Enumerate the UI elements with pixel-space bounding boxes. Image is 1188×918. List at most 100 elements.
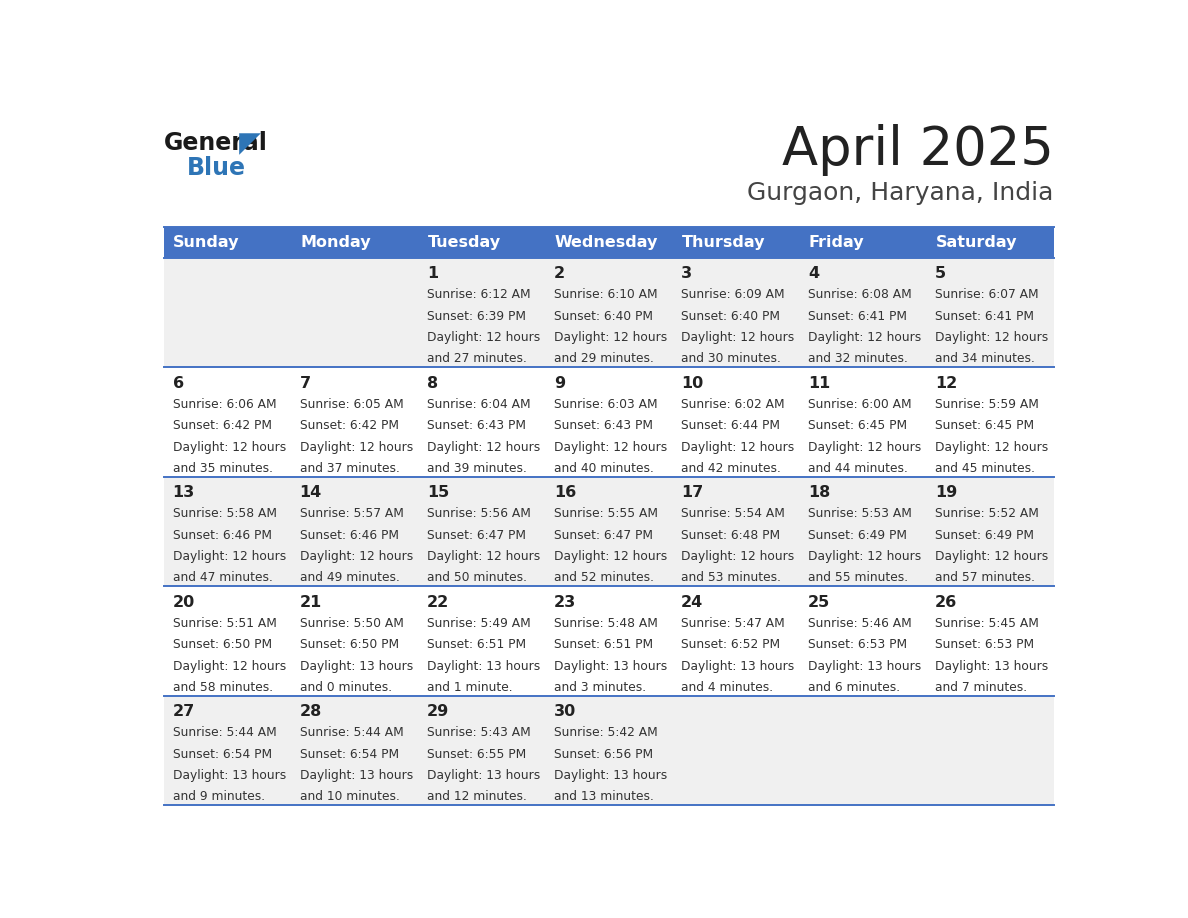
Text: and 57 minutes.: and 57 minutes. bbox=[935, 572, 1035, 585]
Text: 8: 8 bbox=[426, 376, 438, 391]
Text: Sunrise: 5:56 AM: Sunrise: 5:56 AM bbox=[426, 508, 531, 521]
Text: Sunrise: 5:44 AM: Sunrise: 5:44 AM bbox=[299, 726, 404, 739]
Text: Sunrise: 5:51 AM: Sunrise: 5:51 AM bbox=[172, 617, 277, 630]
Bar bbox=[164, 587, 1054, 696]
Text: and 7 minutes.: and 7 minutes. bbox=[935, 681, 1028, 694]
Text: and 39 minutes.: and 39 minutes. bbox=[426, 462, 526, 475]
Text: Sunset: 6:49 PM: Sunset: 6:49 PM bbox=[808, 529, 906, 542]
Text: and 42 minutes.: and 42 minutes. bbox=[681, 462, 781, 475]
Text: Sunset: 6:47 PM: Sunset: 6:47 PM bbox=[554, 529, 653, 542]
Text: Daylight: 12 hours: Daylight: 12 hours bbox=[172, 660, 286, 673]
Text: Sunrise: 5:52 AM: Sunrise: 5:52 AM bbox=[935, 508, 1040, 521]
Text: 18: 18 bbox=[808, 486, 830, 500]
Bar bbox=[164, 696, 1054, 805]
Text: Daylight: 12 hours: Daylight: 12 hours bbox=[426, 550, 541, 563]
Text: Sunrise: 5:53 AM: Sunrise: 5:53 AM bbox=[808, 508, 912, 521]
Text: 19: 19 bbox=[935, 486, 958, 500]
Text: Sunset: 6:50 PM: Sunset: 6:50 PM bbox=[299, 638, 399, 651]
Text: Blue: Blue bbox=[188, 156, 246, 180]
Text: and 47 minutes.: and 47 minutes. bbox=[172, 572, 272, 585]
Text: 16: 16 bbox=[554, 486, 576, 500]
Text: 27: 27 bbox=[172, 704, 195, 720]
Text: Sunset: 6:45 PM: Sunset: 6:45 PM bbox=[808, 420, 908, 432]
Text: Daylight: 12 hours: Daylight: 12 hours bbox=[554, 550, 668, 563]
Text: Sunday: Sunday bbox=[173, 235, 240, 250]
Text: Sunset: 6:41 PM: Sunset: 6:41 PM bbox=[935, 309, 1034, 323]
Text: 20: 20 bbox=[172, 595, 195, 610]
Text: and 3 minutes.: and 3 minutes. bbox=[554, 681, 646, 694]
Text: Daylight: 12 hours: Daylight: 12 hours bbox=[935, 441, 1048, 453]
Text: Sunset: 6:52 PM: Sunset: 6:52 PM bbox=[681, 638, 781, 651]
Text: Sunset: 6:51 PM: Sunset: 6:51 PM bbox=[554, 638, 653, 651]
Text: Sunset: 6:51 PM: Sunset: 6:51 PM bbox=[426, 638, 526, 651]
Text: Sunset: 6:50 PM: Sunset: 6:50 PM bbox=[172, 638, 272, 651]
Text: and 35 minutes.: and 35 minutes. bbox=[172, 462, 272, 475]
Text: 14: 14 bbox=[299, 486, 322, 500]
Text: 12: 12 bbox=[935, 376, 958, 391]
Text: Sunset: 6:56 PM: Sunset: 6:56 PM bbox=[554, 748, 653, 761]
Text: Sunrise: 5:58 AM: Sunrise: 5:58 AM bbox=[172, 508, 277, 521]
Text: and 45 minutes.: and 45 minutes. bbox=[935, 462, 1035, 475]
Text: Sunset: 6:40 PM: Sunset: 6:40 PM bbox=[554, 309, 653, 323]
Text: 25: 25 bbox=[808, 595, 830, 610]
Text: Daylight: 12 hours: Daylight: 12 hours bbox=[808, 331, 921, 344]
Text: 17: 17 bbox=[681, 486, 703, 500]
Text: Daylight: 13 hours: Daylight: 13 hours bbox=[554, 769, 668, 782]
Text: Friday: Friday bbox=[809, 235, 865, 250]
Text: Gurgaon, Haryana, India: Gurgaon, Haryana, India bbox=[747, 181, 1054, 205]
Text: Daylight: 12 hours: Daylight: 12 hours bbox=[681, 550, 794, 563]
Text: and 44 minutes.: and 44 minutes. bbox=[808, 462, 908, 475]
Text: Sunrise: 6:04 AM: Sunrise: 6:04 AM bbox=[426, 397, 530, 411]
Text: and 0 minutes.: and 0 minutes. bbox=[299, 681, 392, 694]
Text: 30: 30 bbox=[554, 704, 576, 720]
Text: Sunrise: 5:45 AM: Sunrise: 5:45 AM bbox=[935, 617, 1040, 630]
Text: Daylight: 13 hours: Daylight: 13 hours bbox=[299, 769, 413, 782]
Text: Daylight: 12 hours: Daylight: 12 hours bbox=[426, 331, 541, 344]
Text: Daylight: 13 hours: Daylight: 13 hours bbox=[681, 660, 794, 673]
Text: 13: 13 bbox=[172, 486, 195, 500]
Bar bbox=[164, 258, 1054, 367]
Text: and 6 minutes.: and 6 minutes. bbox=[808, 681, 901, 694]
Text: Sunrise: 5:55 AM: Sunrise: 5:55 AM bbox=[554, 508, 658, 521]
Text: 26: 26 bbox=[935, 595, 958, 610]
Text: Saturday: Saturday bbox=[936, 235, 1017, 250]
Bar bbox=[164, 367, 1054, 477]
Text: Daylight: 12 hours: Daylight: 12 hours bbox=[172, 550, 286, 563]
Text: Sunrise: 6:06 AM: Sunrise: 6:06 AM bbox=[172, 397, 276, 411]
Text: and 58 minutes.: and 58 minutes. bbox=[172, 681, 273, 694]
Text: Monday: Monday bbox=[301, 235, 371, 250]
Text: Daylight: 12 hours: Daylight: 12 hours bbox=[172, 441, 286, 453]
Text: 24: 24 bbox=[681, 595, 703, 610]
Text: Daylight: 12 hours: Daylight: 12 hours bbox=[808, 550, 921, 563]
Text: Sunset: 6:41 PM: Sunset: 6:41 PM bbox=[808, 309, 906, 323]
Text: Daylight: 12 hours: Daylight: 12 hours bbox=[554, 331, 668, 344]
Text: and 27 minutes.: and 27 minutes. bbox=[426, 353, 526, 365]
Text: and 9 minutes.: and 9 minutes. bbox=[172, 790, 265, 803]
Text: Daylight: 12 hours: Daylight: 12 hours bbox=[935, 550, 1048, 563]
Text: Sunset: 6:43 PM: Sunset: 6:43 PM bbox=[426, 420, 526, 432]
Text: Sunrise: 6:09 AM: Sunrise: 6:09 AM bbox=[681, 288, 784, 301]
Text: Sunrise: 6:03 AM: Sunrise: 6:03 AM bbox=[554, 397, 657, 411]
Text: Sunset: 6:39 PM: Sunset: 6:39 PM bbox=[426, 309, 526, 323]
Text: Daylight: 12 hours: Daylight: 12 hours bbox=[554, 441, 668, 453]
Text: and 29 minutes.: and 29 minutes. bbox=[554, 353, 653, 365]
Text: and 55 minutes.: and 55 minutes. bbox=[808, 572, 908, 585]
Bar bbox=[164, 227, 1054, 258]
Text: Sunrise: 5:46 AM: Sunrise: 5:46 AM bbox=[808, 617, 911, 630]
Text: Daylight: 12 hours: Daylight: 12 hours bbox=[299, 550, 413, 563]
Text: Daylight: 13 hours: Daylight: 13 hours bbox=[426, 769, 541, 782]
Text: and 10 minutes.: and 10 minutes. bbox=[299, 790, 399, 803]
Text: Sunrise: 5:49 AM: Sunrise: 5:49 AM bbox=[426, 617, 531, 630]
Text: Sunrise: 5:43 AM: Sunrise: 5:43 AM bbox=[426, 726, 531, 739]
Text: and 40 minutes.: and 40 minutes. bbox=[554, 462, 653, 475]
Text: Daylight: 12 hours: Daylight: 12 hours bbox=[681, 331, 794, 344]
Text: 22: 22 bbox=[426, 595, 449, 610]
Text: Daylight: 12 hours: Daylight: 12 hours bbox=[681, 441, 794, 453]
Text: 21: 21 bbox=[299, 595, 322, 610]
Text: Daylight: 12 hours: Daylight: 12 hours bbox=[808, 441, 921, 453]
Text: Sunrise: 5:48 AM: Sunrise: 5:48 AM bbox=[554, 617, 658, 630]
Text: and 1 minute.: and 1 minute. bbox=[426, 681, 512, 694]
Text: Sunrise: 6:08 AM: Sunrise: 6:08 AM bbox=[808, 288, 911, 301]
Text: 4: 4 bbox=[808, 266, 820, 282]
Text: Sunset: 6:55 PM: Sunset: 6:55 PM bbox=[426, 748, 526, 761]
